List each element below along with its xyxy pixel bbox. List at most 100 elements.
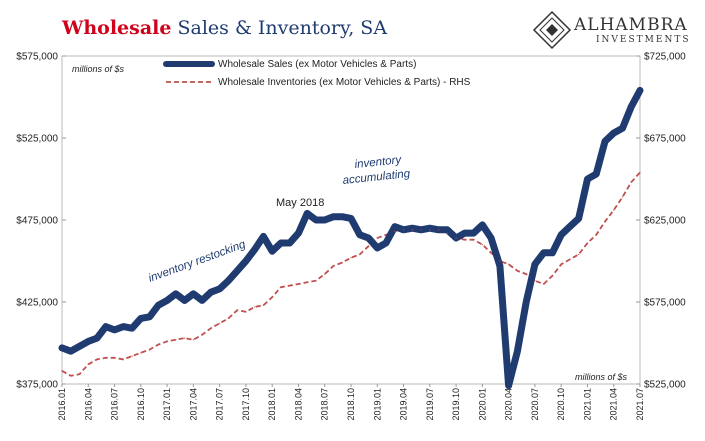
units-right-label: millions of $s [575, 372, 628, 382]
point-inventories-2016.03 [78, 373, 81, 375]
point-sales-2020.02 [490, 237, 493, 240]
point-sales-2020.06 [525, 301, 528, 303]
point-inventories-2019.12 [473, 239, 475, 241]
chart-title-part1: Wholesale [61, 17, 171, 39]
chart-title: Wholesale Sales & Inventory, SA [61, 17, 387, 39]
point-sales-2020.11 [568, 225, 571, 228]
point-inventories-2021.04 [613, 209, 615, 211]
point-sales-2019.05 [411, 227, 414, 230]
x-tick-label: 2019.07 [425, 388, 435, 421]
point-sales-2017.11 [253, 248, 256, 251]
y-left-axis: $375,000 $425,000 $475,000 $525,000 $575,000 [16, 52, 66, 391]
point-inventories-2019.01 [376, 237, 378, 239]
point-inventories-2019.05 [411, 229, 413, 231]
point-inventories-2017.07 [219, 322, 221, 324]
x-tick-label: 2018.10 [346, 388, 356, 421]
diamond-logo-icon [532, 10, 572, 50]
logo-sub: INVESTMENTS [596, 35, 691, 45]
x-tick-label: 2019.10 [451, 388, 461, 421]
point-sales-2017.01 [166, 299, 169, 302]
point-sales-2020.03 [498, 264, 501, 267]
point-sales-2019.07 [428, 227, 431, 230]
point-sales-2018.02 [279, 241, 282, 244]
point-inventories-2021.05 [621, 196, 624, 198]
point-inventories-2020.10 [560, 263, 562, 265]
point-sales-2018.08 [332, 215, 335, 218]
point-inventories-2019.10 [455, 237, 457, 239]
point-sales-2017.10 [244, 260, 247, 262]
y-left-tick-label: $525,000 [16, 134, 58, 145]
y-left-tick-label: $425,000 [16, 298, 58, 309]
point-sales-2018.11 [358, 233, 361, 236]
point-sales-2018.07 [323, 219, 326, 221]
point-inventories-2020.01 [481, 244, 483, 246]
units-left-label: millions of $s [72, 64, 125, 74]
point-sales-2016.02 [69, 350, 72, 353]
point-sales-2018.12 [367, 237, 370, 240]
point-inventories-2021.06 [630, 181, 632, 183]
point-sales-2020.04 [507, 384, 510, 387]
legend-label-inventories: Wholesale Inventories (ex Motor Vehicles… [218, 77, 471, 88]
point-sales-2021.01 [586, 178, 589, 180]
point-sales-2017.08 [227, 279, 230, 282]
point-sales-2021.03 [603, 140, 606, 143]
point-inventories-2016.09 [131, 355, 133, 357]
x-tick-label: 2016.01 [57, 388, 67, 421]
y-right-axis: $525,000 $575,000 $625,000 $675,000 $725,000 [636, 52, 686, 391]
point-sales-2019.09 [446, 228, 449, 231]
point-inventories-2018.01 [271, 296, 273, 298]
point-sales-2016.11 [148, 315, 151, 318]
point-inventories-2019.07 [429, 229, 431, 231]
point-inventories-2017.06 [210, 327, 212, 329]
point-inventories-2021.03 [604, 221, 606, 223]
series-points [61, 89, 641, 387]
point-inventories-2017.11 [254, 306, 256, 308]
point-sales-2019.12 [472, 232, 475, 235]
x-tick-label: 2018.07 [320, 388, 330, 421]
point-sales-2016.03 [78, 345, 81, 348]
point-inventories-2017.02 [175, 339, 177, 341]
point-inventories-2018.07 [324, 273, 326, 275]
point-inventories-2020.11 [569, 258, 571, 260]
point-inventories-2018.10 [350, 257, 352, 259]
point-sales-2017.12 [262, 235, 265, 238]
y-right-tick-label: $575,000 [644, 298, 686, 309]
point-inventories-2020.03 [499, 260, 501, 262]
point-inventories-2018.04 [297, 283, 300, 285]
point-inventories-2021.01 [586, 242, 589, 244]
chart-title-part2: Sales & Inventory, SA [171, 17, 387, 39]
point-sales-2018.05 [306, 212, 309, 215]
point-inventories-2020.09 [551, 275, 554, 277]
annotation-inventory: inventory [354, 154, 403, 171]
point-inventories-2017.08 [227, 317, 229, 319]
point-inventories-2019.04 [402, 229, 405, 231]
y-left-tick-label: $375,000 [16, 380, 58, 391]
point-inventories-2018.03 [289, 285, 291, 287]
point-sales-2016.06 [104, 325, 107, 328]
point-sales-2021.02 [595, 173, 598, 176]
point-inventories-2016.10 [140, 352, 142, 354]
point-sales-2016.04 [87, 340, 90, 343]
point-sales-2018.01 [271, 250, 274, 253]
x-tick-label: 2017.10 [241, 388, 251, 421]
point-sales-2020.12 [577, 217, 580, 220]
point-inventories-2021.07 [639, 171, 641, 174]
point-sales-2017.06 [209, 291, 212, 294]
point-inventories-2020.12 [578, 253, 580, 256]
x-tick-label: 2018.04 [293, 388, 303, 421]
point-sales-2018.09 [341, 215, 344, 218]
point-sales-2019.11 [463, 232, 466, 235]
point-inventories-2016.02 [70, 375, 72, 377]
point-inventories-2017.12 [262, 304, 265, 306]
x-tick-label: 2016.07 [110, 388, 120, 421]
y-right-tick-label: $725,000 [644, 52, 686, 63]
point-inventories-2018.05 [306, 281, 308, 283]
point-sales-2021.05 [621, 127, 624, 130]
point-inventories-2019.06 [420, 229, 422, 231]
point-sales-2018.06 [314, 219, 317, 221]
point-inventories-2018.12 [367, 245, 370, 247]
x-tick-label: 2017.04 [188, 388, 198, 421]
point-sales-2020.05 [516, 350, 519, 353]
legend-label-sales: Wholesale Sales (ex Motor Vehicles & Par… [218, 59, 416, 70]
